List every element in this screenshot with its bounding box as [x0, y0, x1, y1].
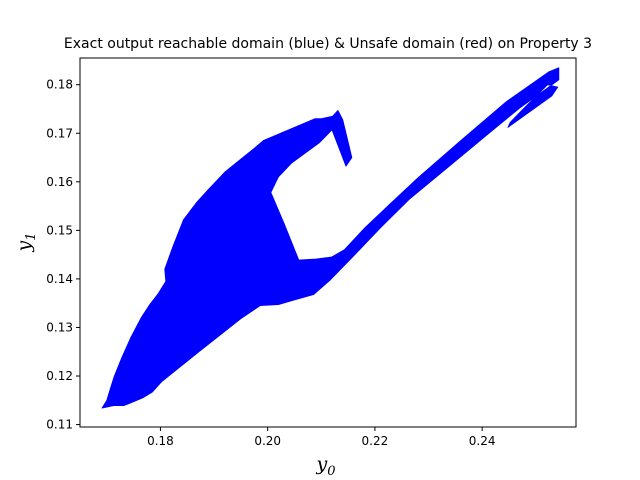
y-axis: 0.11 0.12 0.13 0.14 0.15 0.16 0.17 0.18	[46, 78, 80, 432]
reachable-domain-region-0	[101, 67, 560, 409]
y-tick-label: 0.13	[46, 320, 73, 334]
y-axis-label: y1	[13, 232, 39, 252]
y-tick-label: 0.17	[46, 126, 73, 140]
x-axis-label: y0	[315, 453, 335, 479]
y-tick-label: 0.15	[46, 223, 73, 237]
y-tick-label: 0.12	[46, 369, 73, 383]
plot-area	[101, 67, 560, 409]
y-tick-label: 0.11	[46, 418, 73, 432]
plot-frame	[79, 57, 577, 428]
x-tick-label: 0.22	[362, 434, 389, 448]
y-tick-label: 0.16	[46, 175, 73, 189]
x-tick-label: 0.18	[147, 434, 174, 448]
x-tick-label: 0.20	[254, 434, 281, 448]
y-tick-label: 0.14	[46, 272, 73, 286]
y-tick-label: 0.18	[46, 78, 73, 92]
x-tick-label: 0.24	[469, 434, 496, 448]
chart-title: Exact output reachable domain (blue) & U…	[64, 36, 592, 52]
x-axis: 0.18 0.20 0.22 0.24	[147, 427, 496, 448]
